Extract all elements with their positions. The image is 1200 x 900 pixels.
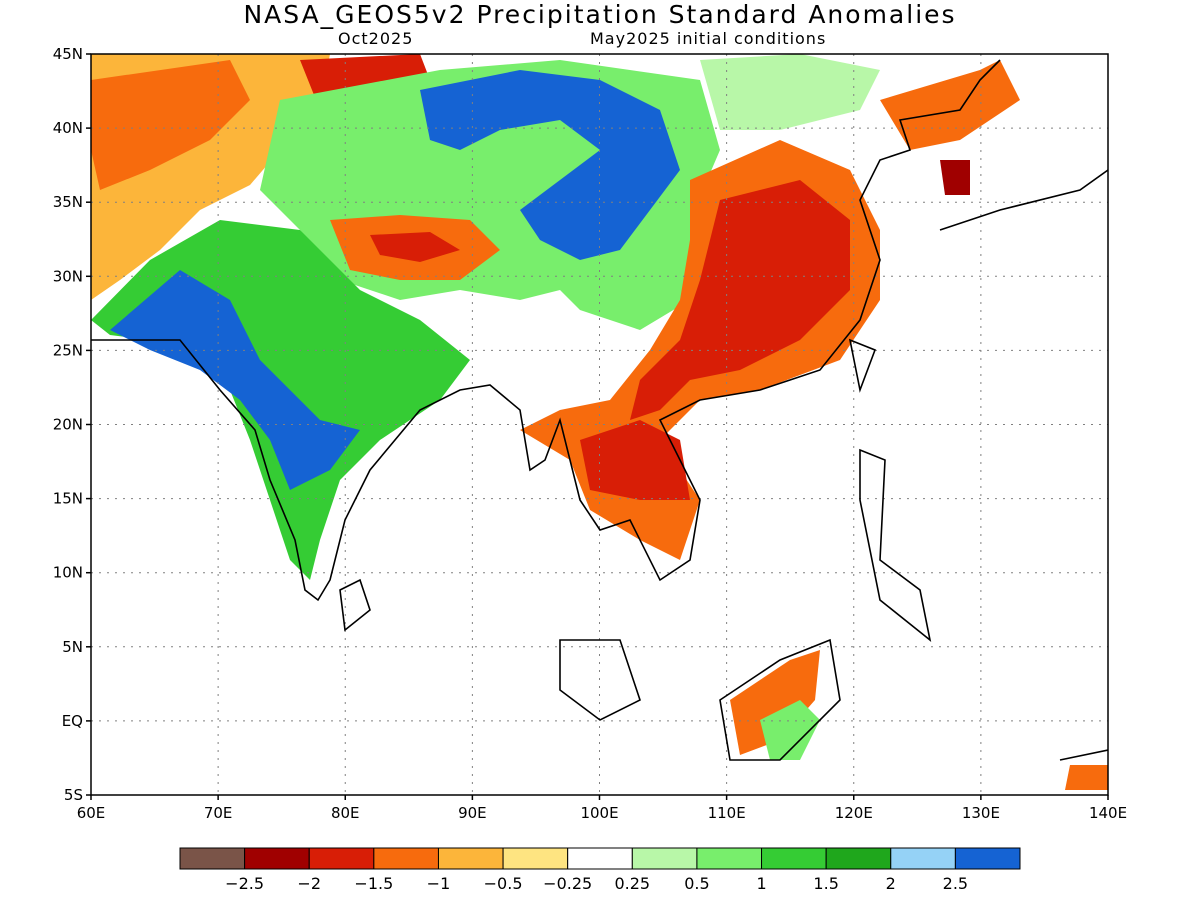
colorbar-swatch [890, 847, 956, 870]
colorbar-label: 0.25 [614, 874, 650, 893]
colorbar-swatch [437, 847, 504, 870]
lon-label: 110E [708, 804, 746, 822]
map-title: NASA_GEOS5v2 Precipitation Standard Anom… [243, 0, 957, 29]
valid-month-label: Oct2025 [338, 29, 414, 48]
anomaly-region-mongolia-wet [700, 54, 880, 130]
anomaly-field [91, 54, 1108, 790]
lon-label: 130E [962, 804, 1000, 822]
anomaly-region-northwest-dry [91, 60, 250, 190]
colorbar-label: 2 [886, 874, 896, 893]
initial-conditions-label: May2025 initial conditions [590, 29, 827, 48]
anomaly-region-indochina-very-dry [580, 420, 690, 500]
lat-label: 45N [53, 45, 83, 63]
colorbar-label: −0.25 [543, 874, 592, 893]
lat-label: 15N [53, 490, 83, 508]
colorbar-swatch [696, 847, 763, 870]
anomaly-region-borneo-dry [730, 650, 820, 755]
colorbar-swatch [179, 847, 246, 870]
lat-label: EQ [62, 712, 83, 730]
anomaly-region-korea-dry [880, 60, 1020, 150]
anomaly-region-tibet-very-wet [420, 70, 680, 260]
colorbar-label: −2.5 [225, 874, 264, 893]
lat-label: 25N [53, 341, 83, 359]
anomaly-region-new-guinea-dry [1065, 765, 1108, 790]
colorbar-label: 0.5 [684, 874, 709, 893]
colorbar-swatch [567, 847, 633, 870]
lon-label: 90E [458, 804, 487, 822]
colorbar-swatch [373, 847, 439, 870]
colorbar-label: −0.5 [484, 874, 523, 893]
colorbar-label: 1.5 [813, 874, 838, 893]
lat-label: 5S [64, 786, 83, 804]
colorbar-label: −1.5 [354, 874, 393, 893]
colorbar-swatch [825, 847, 892, 870]
colorbar-labels: −2.5 −2 −1.5 −1 −0.5 −0.25 0.25 0.5 1 1.5 2 2.5 [225, 874, 968, 893]
lon-label: 70E [204, 804, 233, 822]
lat-label: 40N [53, 119, 83, 137]
colorbar-label: 1 [756, 874, 766, 893]
colorbar-label: −2 [297, 874, 321, 893]
lat-label: 5N [62, 638, 83, 656]
coastlines [91, 59, 1108, 761]
lat-label: 30N [53, 267, 83, 285]
colorbar-label: 2.5 [943, 874, 968, 893]
lat-label: 20N [53, 416, 83, 434]
colorbar [179, 847, 1021, 870]
lon-label: 100E [580, 804, 618, 822]
lon-label: 60E [77, 804, 106, 822]
anomaly-region-korea-very-dry [940, 160, 970, 195]
colorbar-label: −1 [427, 874, 451, 893]
lon-label: 120E [835, 804, 873, 822]
colorbar-swatch [502, 847, 569, 870]
lat-label: 10N [53, 564, 83, 582]
lat-label: 35N [53, 193, 83, 211]
anomaly-region-south-china-very-dry [630, 180, 850, 420]
anomaly-region-borneo-wet [760, 700, 820, 760]
lon-label: 80E [331, 804, 360, 822]
lat-lon-grid [91, 54, 1108, 795]
anomaly-region-tibet-very-dry [370, 232, 460, 262]
longitude-labels: 60E 70E 80E 90E 100E 110E 120E 130E 140E [77, 795, 1127, 822]
anomaly-region-india-very-wet [110, 270, 360, 490]
lon-label: 140E [1089, 804, 1127, 822]
colorbar-swatch [954, 847, 1021, 870]
colorbar-swatch [308, 847, 375, 870]
latitude-labels: 45N 40N 35N 30N 25N 20N 15N 10N 5N EQ 5S [53, 45, 91, 804]
colorbar-swatch [244, 847, 310, 870]
colorbar-swatch [761, 847, 827, 870]
colorbar-swatch [631, 847, 698, 870]
